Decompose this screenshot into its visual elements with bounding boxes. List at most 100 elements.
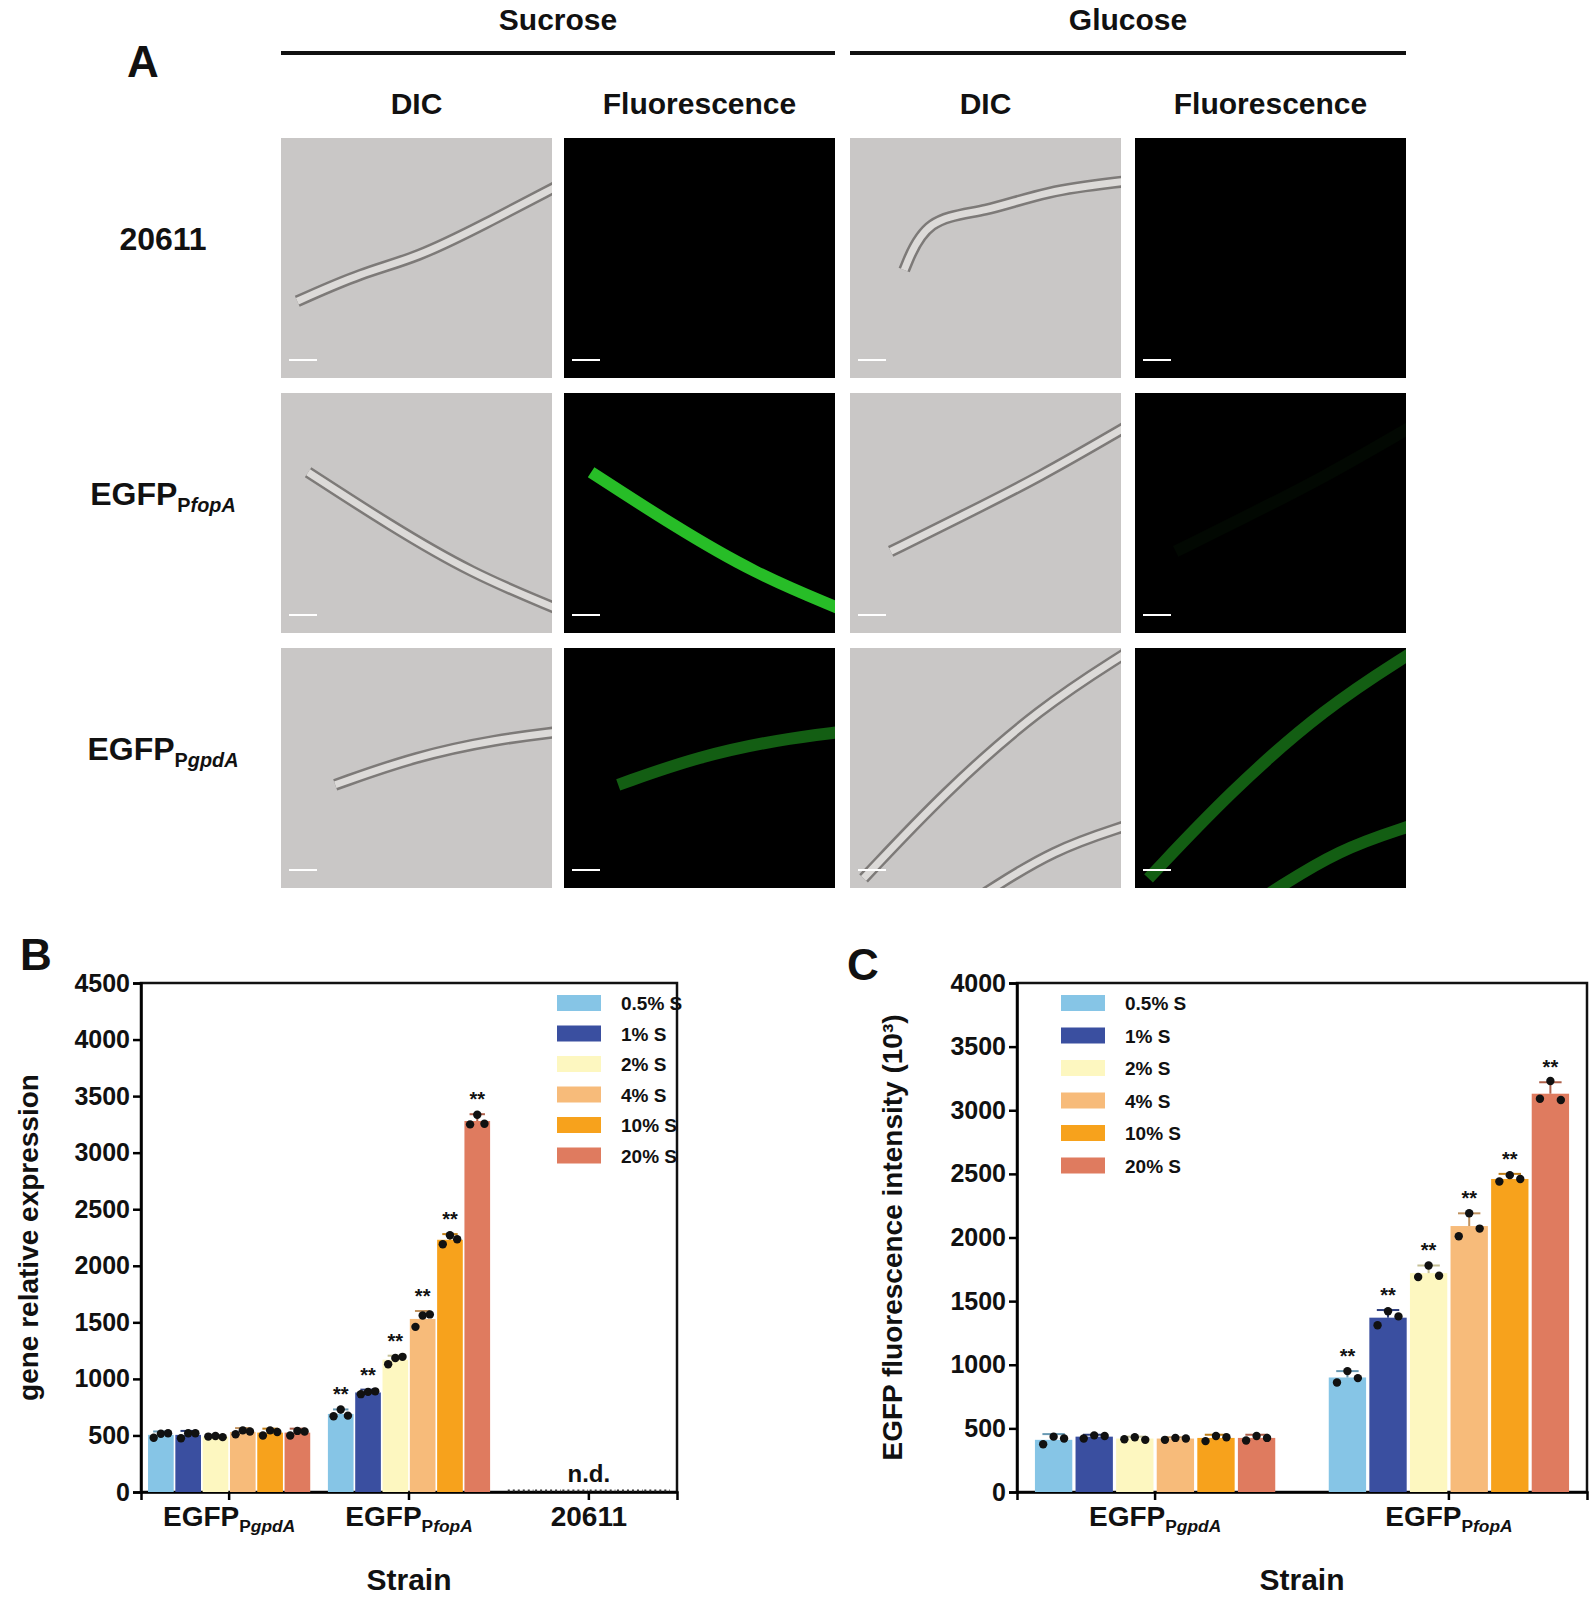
hypha-outline: [891, 427, 1121, 552]
bar: [1157, 1439, 1194, 1492]
micrograph-background: [1135, 138, 1406, 378]
hypha: [308, 472, 552, 609]
bar: [1238, 1438, 1275, 1492]
bar: [1035, 1440, 1072, 1492]
replicate-point: [149, 1434, 157, 1442]
replicate-point: [204, 1432, 212, 1440]
replicate-point: [418, 1311, 426, 1319]
y-tick-mark: [1009, 1237, 1017, 1240]
replicate-point: [1212, 1432, 1220, 1440]
legend-label: 4% S: [1125, 1091, 1170, 1112]
panel-label: B: [20, 930, 52, 979]
column-title: Fluorescence: [1174, 87, 1367, 120]
legend-swatch: [1061, 1093, 1105, 1109]
replicate-point: [371, 1387, 379, 1395]
replicate-point: [1465, 1209, 1473, 1217]
y-tick: 1000: [950, 1350, 1017, 1378]
replicate-point: [231, 1430, 239, 1438]
legend-swatch: [1061, 1158, 1105, 1174]
scale-bar: [572, 869, 600, 871]
replicate-point: [473, 1111, 481, 1119]
row-label: 20611: [119, 221, 206, 257]
bar: [383, 1360, 409, 1492]
y-tick-label: 500: [964, 1414, 1006, 1442]
y-tick: 3500: [950, 1032, 1017, 1060]
replicate-point: [1455, 1232, 1463, 1240]
micrograph-background: [281, 393, 552, 633]
y-tick: 4500: [74, 969, 141, 997]
replicate-point: [411, 1323, 419, 1331]
y-tick: 500: [964, 1414, 1017, 1442]
x-axis-line: [1018, 1493, 1588, 1501]
replicate-point: [1131, 1433, 1139, 1441]
bar: [1369, 1318, 1406, 1492]
y-tick-mark: [1009, 1364, 1017, 1367]
replicate-point: [384, 1360, 392, 1368]
replicate-point: [211, 1432, 219, 1440]
scale-bar: [858, 869, 886, 871]
bar: [1451, 1226, 1488, 1492]
y-tick: 2500: [950, 1159, 1017, 1187]
bar: [203, 1437, 229, 1492]
replicate-point: [1343, 1367, 1351, 1375]
bar: [257, 1433, 283, 1492]
scale-bar: [858, 614, 886, 616]
replicate-point: [480, 1120, 488, 1128]
replicate-point: [164, 1429, 172, 1437]
y-tick-label: 1500: [74, 1308, 130, 1336]
y-tick-mark: [133, 1152, 141, 1155]
y-tick: 2000: [950, 1223, 1017, 1251]
legend-swatch: [1061, 1125, 1105, 1141]
y-axis-title: EGFP fluorescence intensity (10³): [877, 1014, 908, 1460]
plot-marks: [148, 1111, 670, 1492]
bar: [148, 1435, 174, 1492]
group-rule: [281, 51, 835, 55]
significance-label: **: [360, 1364, 376, 1386]
micrograph: [564, 648, 835, 888]
scale-bar: [572, 614, 600, 616]
chart: B050010001500200025003000350040004500EGF…: [13, 930, 682, 1596]
replicate-point: [391, 1354, 399, 1362]
x-tick-label: EGFPPgpdA: [1089, 1501, 1221, 1536]
bar: [1116, 1439, 1153, 1492]
replicate-point: [259, 1431, 267, 1439]
hypha-outline: [308, 472, 552, 609]
y-tick: 2000: [74, 1251, 141, 1279]
replicate-point: [1090, 1431, 1098, 1439]
y-tick: 1000: [74, 1364, 141, 1392]
y-tick-mark: [133, 1095, 141, 1098]
micrograph: [850, 393, 1121, 633]
replicate-point: [426, 1310, 434, 1318]
x-tick: EGFPPgpdA: [1089, 1492, 1221, 1536]
legend-label: 4% S: [621, 1085, 666, 1106]
scale-bar: [289, 869, 317, 871]
micrograph-background: [564, 393, 835, 633]
y-axis: 05001000150020002500300035004000: [950, 969, 1017, 1506]
y-tick: 2500: [74, 1195, 141, 1223]
x-axis-line: [142, 1493, 678, 1501]
legend-label: 20% S: [621, 1146, 677, 1167]
x-tick-label: EGFPPfopA: [345, 1501, 472, 1536]
replicate-point: [1495, 1177, 1503, 1185]
y-tick-label: 3500: [74, 1082, 130, 1110]
hypha: [335, 732, 552, 785]
replicate-point: [1060, 1434, 1068, 1442]
panel-label: C: [847, 940, 879, 989]
hypha: [891, 427, 1121, 552]
no-data-baseline: [535, 1490, 561, 1492]
y-tick: 3500: [74, 1082, 141, 1110]
x-tick-mark: [408, 1492, 411, 1500]
y-tick-mark: [133, 1378, 141, 1381]
hypha: [904, 181, 1121, 270]
significance-label: **: [1502, 1148, 1518, 1170]
significance-label: **: [1461, 1187, 1477, 1209]
figure: ASucroseDICFluorescenceGlucoseDICFluores…: [0, 0, 1594, 1600]
replicate-point: [1263, 1434, 1271, 1442]
significance-label: **: [333, 1383, 349, 1405]
replicate-point: [157, 1430, 165, 1438]
micrograph: [564, 393, 835, 633]
significance-label: **: [1340, 1345, 1356, 1367]
micrograph: [850, 138, 1121, 378]
no-data-baseline: [590, 1490, 616, 1492]
significance-label: **: [1380, 1284, 1396, 1306]
